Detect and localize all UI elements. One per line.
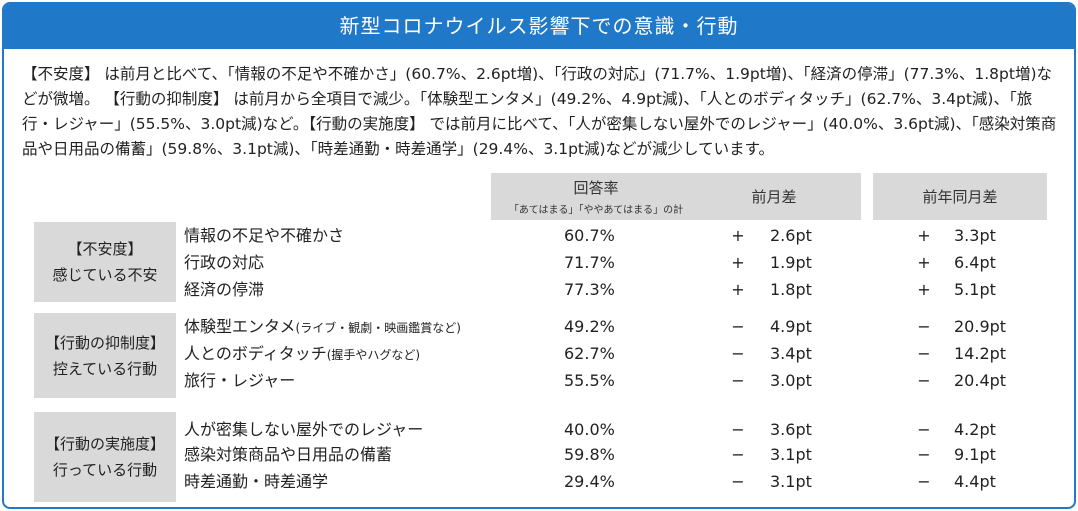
mom-value: 3.1pt bbox=[770, 472, 812, 491]
yoy-value: 14.2pt bbox=[954, 344, 1007, 363]
item-name: 行政の対応 bbox=[184, 253, 265, 272]
item-name: 感染対策商品や日用品の備蓄 bbox=[184, 445, 393, 464]
mom-sign: − bbox=[731, 472, 745, 491]
yoy-sign: − bbox=[917, 420, 931, 439]
table-row: 行政の対応 71.7% +1.9pt +6.4pt bbox=[4, 249, 1074, 276]
table-row: 人が密集しない屋外でのレジャー 40.0% − 3.6pt − 4.2pt bbox=[4, 416, 1074, 443]
mom-value: 3.1pt bbox=[770, 445, 812, 464]
table-row: 情報の不足や不確かさ 60.7% +2.6pt +3.3pt bbox=[4, 222, 1074, 249]
yoy-sign: + bbox=[917, 226, 931, 245]
response-rate: 55.5% bbox=[564, 371, 615, 390]
table-row: 経済の停滞 77.3% +1.8pt +5.1pt bbox=[4, 276, 1074, 303]
mom-value: 1.9pt bbox=[770, 253, 812, 272]
column-header-yoy-label: 前年同月差 bbox=[922, 188, 998, 206]
item-label: 体験型エンタメ(ライブ・観劇・映画鑑賞など) bbox=[184, 313, 461, 342]
item-name: 人が密集しない屋外でのレジャー bbox=[184, 420, 424, 439]
column-header-rate-label: 回答率 bbox=[573, 179, 619, 197]
category-label: 【不安度】感じている不安 bbox=[34, 222, 176, 302]
yoy-value: 4.4pt bbox=[954, 472, 996, 491]
yoy-sign: − bbox=[917, 472, 931, 491]
mom-sign: − bbox=[731, 420, 745, 439]
category-title: 【不安度】 bbox=[67, 240, 143, 258]
mom-value: 3.6pt bbox=[770, 420, 812, 439]
yoy-sign: + bbox=[917, 280, 931, 299]
column-header-mom: 前月差 bbox=[687, 173, 861, 220]
item-label: 人が密集しない屋外でのレジャー bbox=[184, 416, 423, 445]
yoy-sign: − bbox=[917, 317, 931, 336]
item-label: 情報の不足や不確かさ bbox=[184, 222, 344, 251]
column-header-rate-note: 「あてはまる」「ややあてはまる」の計 bbox=[508, 205, 684, 216]
mom-sign: + bbox=[731, 280, 745, 299]
yoy-sign: − bbox=[917, 344, 931, 363]
column-header-yoy: 前年同月差 bbox=[873, 173, 1047, 220]
item-name: 人とのボディタッチ bbox=[184, 344, 327, 363]
yoy-value: 20.4pt bbox=[954, 371, 1007, 390]
item-label: 感染対策商品や日用品の備蓄 bbox=[184, 441, 392, 470]
category-label: 【行動の実施度】 行っている行動 bbox=[34, 412, 176, 502]
mom-sign: − bbox=[731, 371, 745, 390]
panel-title: 新型コロナウイルス影響下での意識・行動 bbox=[4, 4, 1074, 49]
item-label: 人とのボディタッチ(握手やハグなど) bbox=[184, 340, 420, 369]
category-subtitle: 控えている行動 bbox=[52, 359, 158, 378]
item-label: 行政の対応 bbox=[184, 249, 264, 278]
table-row: 時差通勤・時差通学 29.4% − 3.1pt − 4.4pt bbox=[4, 468, 1074, 495]
category-title: 【行動の抑制度】 bbox=[44, 333, 165, 352]
response-rate: 49.2% bbox=[564, 317, 615, 336]
yoy-value: 20.9pt bbox=[954, 317, 1007, 336]
response-rate: 71.7% bbox=[564, 253, 615, 272]
response-rate: 29.4% bbox=[564, 472, 615, 491]
yoy-sign: + bbox=[917, 253, 931, 272]
yoy-value: 4.2pt bbox=[954, 420, 996, 439]
yoy-value: 9.1pt bbox=[954, 445, 996, 464]
item-note: (握手やハグなど) bbox=[326, 348, 421, 362]
response-rate: 40.0% bbox=[564, 420, 615, 439]
item-note: (ライブ・観劇・映画鑑賞など) bbox=[295, 321, 461, 335]
item-label: 経済の停滞 bbox=[184, 276, 264, 305]
column-header-mom-label: 前月差 bbox=[751, 188, 797, 206]
mom-value: 2.6pt bbox=[770, 226, 812, 245]
yoy-sign: − bbox=[917, 445, 931, 464]
mom-value: 3.0pt bbox=[770, 371, 812, 390]
summary-text: 【不安度】 は前月と比べて、「情報の不足や不確かさ」(60.7%、2.6pt増)… bbox=[22, 65, 1057, 158]
category-subtitle: 感じている不安 bbox=[52, 266, 158, 284]
item-label: 旅行・レジャー bbox=[184, 367, 295, 396]
item-name: 時差通勤・時差通学 bbox=[184, 472, 329, 491]
item-name: 情報の不足や不確かさ bbox=[184, 226, 345, 245]
mom-sign: + bbox=[731, 253, 745, 272]
table-row: 人とのボディタッチ(握手やハグなど) 62.7% − 3.4pt − 14.2pt bbox=[4, 340, 1074, 367]
yoy-sign: − bbox=[917, 371, 931, 390]
mom-value: 4.9pt bbox=[770, 317, 812, 336]
mom-sign: − bbox=[731, 317, 745, 336]
item-name: 経済の停滞 bbox=[184, 280, 265, 299]
yoy-value: 5.1pt bbox=[954, 280, 996, 299]
item-name: 体験型エンタメ bbox=[184, 317, 296, 336]
mom-value: 3.4pt bbox=[770, 344, 812, 363]
response-rate: 60.7% bbox=[564, 226, 615, 245]
column-header-rate: 回答率 「あてはまる」「ややあてはまる」の計 bbox=[491, 173, 701, 220]
item-name: 旅行・レジャー bbox=[184, 371, 296, 390]
yoy-value: 6.4pt bbox=[954, 253, 996, 272]
response-rate: 62.7% bbox=[564, 344, 615, 363]
yoy-value: 3.3pt bbox=[954, 226, 996, 245]
mom-sign: − bbox=[731, 344, 745, 363]
table-row: 体験型エンタメ(ライブ・観劇・映画鑑賞など) 49.2% − 4.9pt − 20.9pt bbox=[4, 313, 1074, 340]
table-row: 旅行・レジャー 55.5% − 3.0pt − 20.4pt bbox=[4, 367, 1074, 394]
mom-sign: − bbox=[731, 445, 745, 464]
category-label: 【行動の抑制度】 控えている行動 bbox=[34, 313, 176, 398]
mom-value: 1.8pt bbox=[770, 280, 812, 299]
category-title: 【行動の実施度】 bbox=[44, 435, 165, 453]
table-row: 感染対策商品や日用品の備蓄 59.8% − 3.1pt − 9.1pt bbox=[4, 441, 1074, 468]
category-subtitle: 行っている行動 bbox=[52, 461, 158, 479]
response-rate: 77.3% bbox=[564, 280, 615, 299]
item-label: 時差通勤・時差通学 bbox=[184, 468, 328, 497]
mom-sign: + bbox=[731, 226, 745, 245]
response-rate: 59.8% bbox=[564, 445, 615, 464]
